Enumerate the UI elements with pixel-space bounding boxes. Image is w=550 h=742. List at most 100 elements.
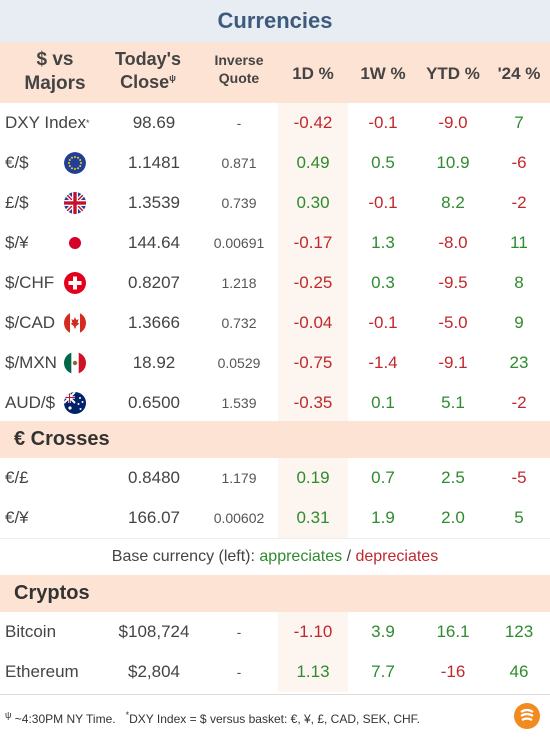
header-ytd: YTD %: [426, 64, 480, 83]
row-1w: 7.7: [348, 652, 418, 692]
logo-icon: [514, 703, 540, 729]
header-inverse: Inverse Quote: [200, 52, 278, 87]
table-row: AUD/$ 0.6500 1.539 -0.35 0.1 5.1 -2: [0, 383, 550, 423]
row-ytd-text: 10.9: [436, 153, 470, 172]
row-1w-text: 1.9: [371, 508, 395, 527]
divider-legend-top: [0, 538, 550, 539]
row-inverse-text: 1.539: [221, 395, 257, 411]
row-1d-text: 0.49: [296, 153, 330, 172]
row-1d: 0.30: [278, 183, 348, 223]
header-1w: 1W %: [360, 64, 406, 83]
row-1d: -1.10: [278, 612, 348, 652]
legend-depreciates: depreciates: [355, 548, 439, 565]
table-row: $/CHF 0.8207 1.218 -0.25 0.3 -9.5 8: [0, 263, 550, 303]
row-1d-text: -0.04: [293, 313, 333, 332]
table-row: €/$ 1.1481 0.871 0.49 0.5 10.9 -6: [0, 143, 550, 183]
row-1d-text: -0.75: [293, 353, 333, 372]
row-ytd-text: 2.0: [441, 508, 465, 527]
row-1d-text: -0.25: [293, 273, 333, 292]
row-close-text: 1.3539: [128, 193, 180, 212]
footer-note: ψ ~4:30PM NY Time. *DXY Index = $ versus…: [5, 695, 420, 739]
row-close: 98.69: [108, 103, 200, 143]
row-inverse: 0.0529: [200, 343, 278, 383]
row-24: 5: [488, 498, 550, 538]
row-close: 18.92: [108, 343, 200, 383]
legend-slash: /: [342, 548, 356, 565]
row-24: 7: [488, 103, 550, 143]
row-24: -5: [488, 458, 550, 498]
row-name-text: DXY Index: [5, 113, 86, 132]
row-ytd-text: 5.1: [441, 393, 465, 412]
row-1w-text: 1.3: [371, 233, 395, 252]
row-24-text: 46: [509, 662, 529, 681]
table-row: Ethereum $2,804 - 1.13 7.7 -16 46: [0, 652, 550, 692]
row-inverse-text: 0.00691: [213, 235, 265, 251]
row-name: €/¥: [5, 498, 105, 538]
row-1w-text: 3.9: [371, 622, 395, 641]
table-row: $/CAD 1.3666 0.732 -0.04 -0.1 -5.0 9: [0, 303, 550, 343]
row-1d: 0.19: [278, 458, 348, 498]
row-name-sup: *: [85, 118, 90, 128]
row-ytd: 2.5: [418, 458, 488, 498]
row-1w-text: 7.7: [371, 662, 395, 681]
row-inverse: -: [200, 103, 278, 143]
swiss-flag-icon: [64, 272, 86, 294]
row-name: $/¥: [5, 223, 105, 263]
row-ytd-text: -8.0: [438, 233, 468, 252]
section-cryptos: Cryptos: [0, 575, 550, 612]
row-close: $108,724: [108, 612, 200, 652]
row-1d-text: 0.31: [296, 508, 330, 527]
row-24: 23: [488, 343, 550, 383]
row-1d-text: 1.13: [296, 662, 330, 681]
row-1d: -0.35: [278, 383, 348, 423]
row-close-text: 98.69: [132, 113, 176, 132]
row-1d-text: -0.42: [293, 113, 333, 132]
row-1w-text: 0.1: [371, 393, 395, 412]
row-name-text: Ethereum: [5, 662, 79, 681]
row-inverse: 0.739: [200, 183, 278, 223]
table-row: DXY Index * 98.69 - -0.42 -0.1 -9.0 7: [0, 103, 550, 143]
row-name: DXY Index *: [5, 103, 105, 143]
japan-flag-icon: [64, 232, 86, 254]
row-ytd-text: -9.5: [438, 273, 468, 292]
row-ytd-text: 2.5: [441, 468, 465, 487]
row-ytd-text: 16.1: [436, 622, 470, 641]
row-close: 0.8207: [108, 263, 200, 303]
page-title: Currencies: [217, 8, 333, 33]
row-name-text: £/$: [5, 193, 29, 212]
table-row: $/MXN 18.92 0.0529 -0.75 -1.4 -9.1 23: [0, 343, 550, 383]
row-inverse-text: 0.732: [221, 315, 257, 331]
row-24-text: 9: [514, 313, 524, 332]
row-inverse-text: 0.0529: [217, 355, 261, 371]
header-majors-line2: Majors: [24, 72, 86, 94]
section-cryptos-title: Cryptos: [14, 582, 90, 604]
row-24-text: 23: [509, 353, 529, 372]
row-24-text: 5: [514, 508, 524, 527]
row-1d-text: 0.30: [296, 193, 330, 212]
row-ytd-text: -9.1: [438, 353, 468, 372]
row-ytd: -8.0: [418, 223, 488, 263]
header-close: Today's Closeψ: [108, 48, 188, 93]
row-24: 46: [488, 652, 550, 692]
row-name: $/CAD: [5, 303, 105, 343]
row-ytd: 8.2: [418, 183, 488, 223]
row-1w: -0.1: [348, 303, 418, 343]
row-close: 1.3666: [108, 303, 200, 343]
row-ytd-text: -5.0: [438, 313, 468, 332]
row-1d: -0.17: [278, 223, 348, 263]
row-1d-text: 0.19: [296, 468, 330, 487]
row-close-text: 0.8207: [128, 273, 180, 292]
row-inverse-text: 0.871: [221, 155, 257, 171]
mexico-flag-icon: [64, 352, 86, 374]
row-inverse: 1.539: [200, 383, 278, 423]
row-name-text: €/$: [5, 153, 29, 172]
row-close: 144.64: [108, 223, 200, 263]
row-name-text: AUD/$: [5, 393, 56, 412]
row-close: 0.6500: [108, 383, 200, 423]
row-1d: -0.75: [278, 343, 348, 383]
row-1d: -0.42: [278, 103, 348, 143]
header-majors-line1: $ vs: [36, 49, 74, 70]
row-inverse: 0.732: [200, 303, 278, 343]
row-1d-text: -1.10: [293, 622, 333, 641]
row-close: 0.8480: [108, 458, 200, 498]
